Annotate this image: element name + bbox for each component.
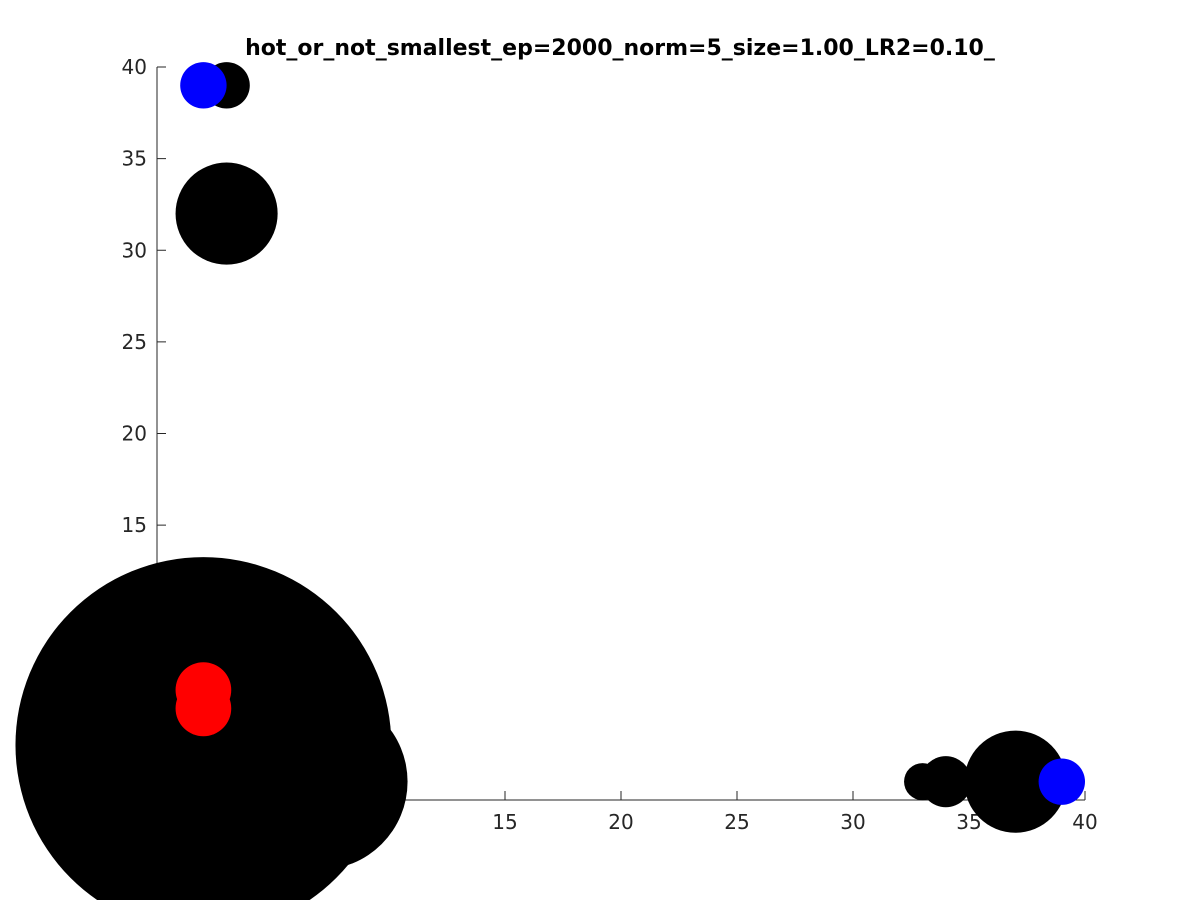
y-tick-label: 35 (122, 147, 147, 171)
x-tick-label: 40 (1072, 810, 1097, 834)
y-tick-label: 20 (122, 422, 147, 446)
black-data-point (231, 693, 408, 870)
black-data-point (372, 765, 406, 798)
x-tick-label: 30 (840, 810, 865, 834)
x-tick-label: 15 (492, 810, 517, 834)
blue-data-point (1038, 758, 1086, 805)
black-data-point (904, 763, 942, 801)
chart-title: hot_or_not_smallest_ep=2000_norm=5_size=… (245, 36, 995, 61)
black-data-point (964, 730, 1067, 833)
y-ticks: 15 20 25 30 35 40 (122, 55, 166, 537)
y-tick-label: 40 (122, 55, 147, 79)
red-data-point (175, 680, 232, 737)
data-markers (15, 62, 1086, 900)
y-tick-label: 30 (122, 238, 147, 262)
y-tick-label: 25 (122, 330, 147, 354)
x-ticks: 15 20 25 30 35 40 (492, 791, 1098, 834)
x-tick-label: 25 (724, 810, 749, 834)
blue-data-point (180, 62, 227, 109)
axes: 15 20 25 30 35 40 15 20 25 30 35 40 (122, 55, 1098, 834)
x-tick-label: 20 (608, 810, 633, 834)
black-data-point (175, 162, 278, 265)
y-tick-label: 15 (122, 513, 147, 537)
